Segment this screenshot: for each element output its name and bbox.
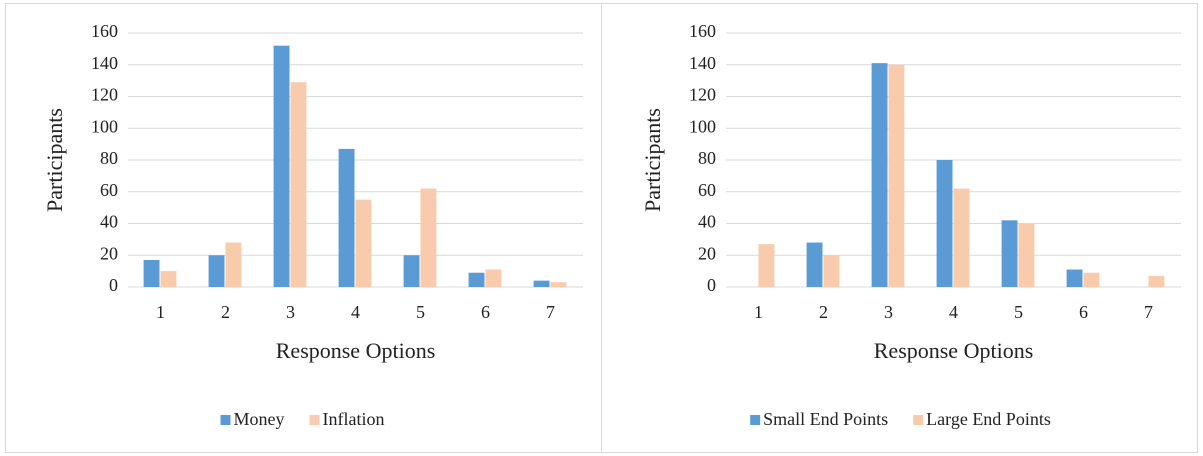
x-tick-label: 4	[949, 302, 958, 322]
bar	[208, 255, 225, 287]
bar	[355, 199, 372, 287]
legend-label: Large End Points	[926, 409, 1051, 429]
x-tick-label: 6	[1079, 302, 1088, 322]
x-tick-label: 4	[351, 302, 360, 322]
legend-label: Money	[234, 409, 285, 429]
y-tick-label: 100	[91, 116, 118, 136]
x-tick-label: 3	[884, 302, 893, 322]
bar	[550, 282, 567, 287]
x-tick-label: 1	[754, 302, 763, 322]
bar	[225, 242, 242, 287]
bar	[403, 255, 420, 287]
bar	[533, 280, 550, 287]
x-tick-label: 6	[481, 302, 490, 322]
y-tick-label: 40	[100, 212, 118, 232]
bar	[1001, 220, 1018, 287]
legend-swatch	[309, 415, 320, 425]
x-axis-title: Response Options	[874, 338, 1034, 363]
bar	[953, 188, 970, 287]
legend-swatch	[913, 415, 924, 425]
bar	[1018, 223, 1035, 287]
bar	[1066, 269, 1083, 287]
y-axis-title: Participants	[42, 108, 67, 212]
y-tick-label: 40	[698, 212, 716, 232]
y-tick-label: 0	[707, 275, 716, 295]
bar	[1148, 275, 1165, 287]
bar	[888, 64, 905, 287]
y-tick-label: 140	[689, 53, 716, 73]
x-axis-title: Response Options	[276, 338, 436, 363]
legend-label: Inflation	[323, 409, 385, 429]
y-tick-label: 80	[698, 148, 716, 168]
bar	[143, 260, 160, 287]
bar	[468, 272, 485, 287]
x-tick-label: 7	[1144, 302, 1153, 322]
x-tick-label: 7	[546, 302, 555, 322]
y-tick-label: 160	[91, 21, 118, 41]
x-tick-label: 2	[221, 302, 230, 322]
y-tick-label: 20	[100, 243, 118, 263]
x-tick-label: 3	[286, 302, 295, 322]
bar	[160, 271, 177, 287]
x-tick-label: 5	[416, 302, 425, 322]
bar	[1083, 272, 1100, 287]
bar	[936, 160, 953, 287]
y-tick-label: 100	[689, 116, 716, 136]
y-axis-title: Participants	[640, 108, 665, 212]
bar	[871, 63, 888, 287]
x-tick-label: 5	[1014, 302, 1023, 322]
y-tick-label: 60	[698, 180, 716, 200]
x-tick-label: 2	[819, 302, 828, 322]
bar	[338, 148, 355, 287]
bar	[420, 188, 437, 287]
y-tick-label: 20	[698, 243, 716, 263]
y-tick-label: 120	[689, 85, 716, 105]
bar	[823, 255, 840, 287]
y-tick-label: 140	[91, 53, 118, 73]
y-tick-label: 0	[109, 275, 118, 295]
bar	[758, 244, 775, 287]
legend-label: Small End Points	[763, 409, 888, 429]
y-tick-label: 160	[689, 21, 716, 41]
panel-frame	[601, 3, 1198, 453]
bar	[806, 242, 823, 287]
bar	[485, 269, 502, 287]
y-tick-label: 120	[91, 85, 118, 105]
bar	[273, 45, 290, 288]
y-tick-label: 80	[100, 148, 118, 168]
bar	[290, 82, 307, 288]
legend-swatch	[220, 415, 231, 425]
y-tick-label: 60	[100, 180, 118, 200]
legend-swatch	[750, 415, 761, 425]
x-tick-label: 1	[156, 302, 165, 322]
